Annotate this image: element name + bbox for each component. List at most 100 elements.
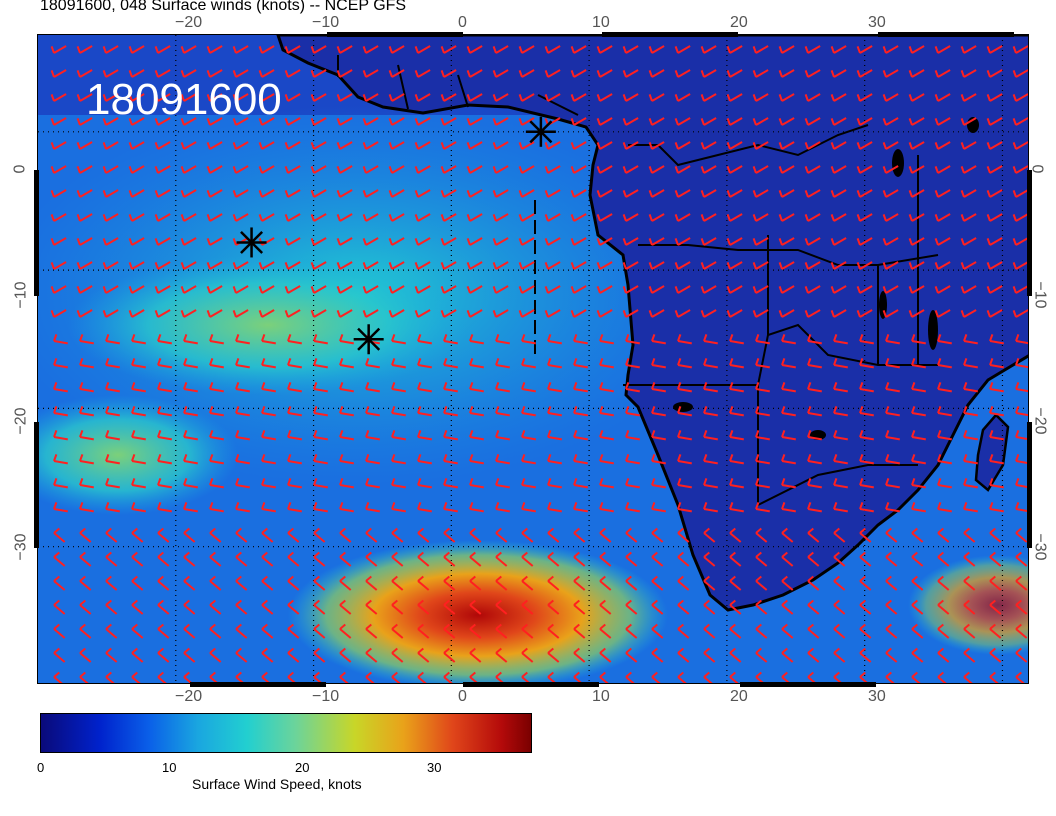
wind-barb (492, 165, 509, 174)
wind-barb (807, 599, 820, 615)
wind-barb (651, 599, 664, 615)
wind-barb (960, 261, 977, 270)
wind-barb (674, 261, 691, 270)
wind-barb (466, 69, 483, 78)
wind-barb (261, 551, 274, 567)
wind-barb (128, 117, 145, 126)
wind-barb (105, 406, 120, 417)
wind-barb (570, 165, 587, 174)
wind-barb (703, 478, 718, 489)
wind-barb (417, 382, 432, 393)
wind-barb (313, 358, 328, 369)
wind-barb (235, 551, 248, 567)
wind-barb (466, 45, 483, 54)
wind-barb (963, 623, 976, 639)
wind-barb (443, 575, 456, 591)
wind-barb (521, 454, 536, 465)
wind-barb (440, 261, 457, 270)
wind-barb (466, 309, 483, 318)
wind-barb (648, 93, 665, 102)
wind-barb (443, 551, 456, 567)
wind-barb (417, 358, 432, 369)
wind-barb (440, 237, 457, 246)
map-canvas (38, 35, 1028, 683)
wind-barb (599, 358, 614, 369)
wind-barb (547, 430, 562, 441)
wind-barb (287, 623, 300, 639)
wind-barb (573, 382, 588, 393)
wind-barb (261, 430, 276, 441)
wind-barb (154, 165, 171, 174)
wind-barb (986, 165, 1003, 174)
wind-barb (261, 334, 276, 345)
wind-barb (79, 623, 92, 639)
wind-barb (934, 141, 951, 150)
wind-barb (807, 334, 822, 345)
wind-barb (518, 69, 535, 78)
wind-barb (703, 575, 716, 591)
wind-barb (313, 671, 323, 683)
wind-barb (622, 117, 639, 126)
wind-barb (521, 599, 534, 615)
wind-barb (989, 382, 1004, 393)
wind-barb (76, 165, 93, 174)
wind-barb (677, 599, 690, 615)
wind-barb (934, 189, 951, 198)
wind-barb (235, 527, 248, 543)
wind-barb (778, 93, 795, 102)
wind-barb (1015, 623, 1028, 639)
wind-barb (625, 358, 640, 369)
wind-barb (521, 478, 536, 489)
wind-barb (700, 117, 717, 126)
wind-barb (235, 430, 250, 441)
wind-barb (391, 382, 406, 393)
wind-barb (625, 575, 638, 591)
wind-barb (180, 69, 197, 78)
wind-barb (804, 117, 821, 126)
wind-barb (443, 454, 458, 465)
wind-barb (310, 93, 327, 102)
wind-barb (443, 671, 453, 683)
wind-barb (596, 165, 613, 174)
wind-barb (154, 309, 171, 318)
wind-barb (284, 69, 301, 78)
wind-barb (596, 45, 613, 54)
wind-barb (258, 285, 275, 294)
wind-barb (466, 285, 483, 294)
wind-barb (466, 213, 483, 222)
wind-barb (911, 406, 926, 417)
wind-barb (157, 502, 172, 513)
wind-barb (1012, 237, 1028, 246)
wind-barb (573, 575, 586, 591)
wind-barb (625, 551, 638, 567)
wind-barb (937, 623, 950, 639)
wind-barb (859, 478, 874, 489)
wind-barb (547, 647, 560, 663)
wind-barb (131, 599, 144, 615)
wind-barb (180, 237, 197, 246)
wind-barb (752, 117, 769, 126)
wind-barb (963, 430, 978, 441)
wind-barb (908, 93, 925, 102)
wind-barb (703, 358, 718, 369)
wind-barb (937, 406, 952, 417)
wind-barb (934, 261, 951, 270)
top-lon-tick: 30 (868, 14, 886, 31)
wind-barb (778, 69, 795, 78)
wind-barb (677, 575, 690, 591)
wind-barb (157, 334, 172, 345)
wind-barb (469, 671, 479, 683)
wind-barb (677, 478, 692, 489)
colorbar-tick: 0 (37, 760, 45, 775)
wind-barb (986, 69, 1003, 78)
wind-barb (1015, 382, 1028, 393)
top-edge-bar (602, 32, 738, 37)
wind-barb (885, 623, 898, 639)
wind-barb (989, 575, 1002, 591)
wind-barb (414, 45, 431, 54)
wind-barb (908, 261, 925, 270)
wind-barb (362, 141, 379, 150)
wind-barb (365, 478, 380, 489)
wind-barb (648, 69, 665, 78)
madagascar-land (974, 413, 1010, 492)
